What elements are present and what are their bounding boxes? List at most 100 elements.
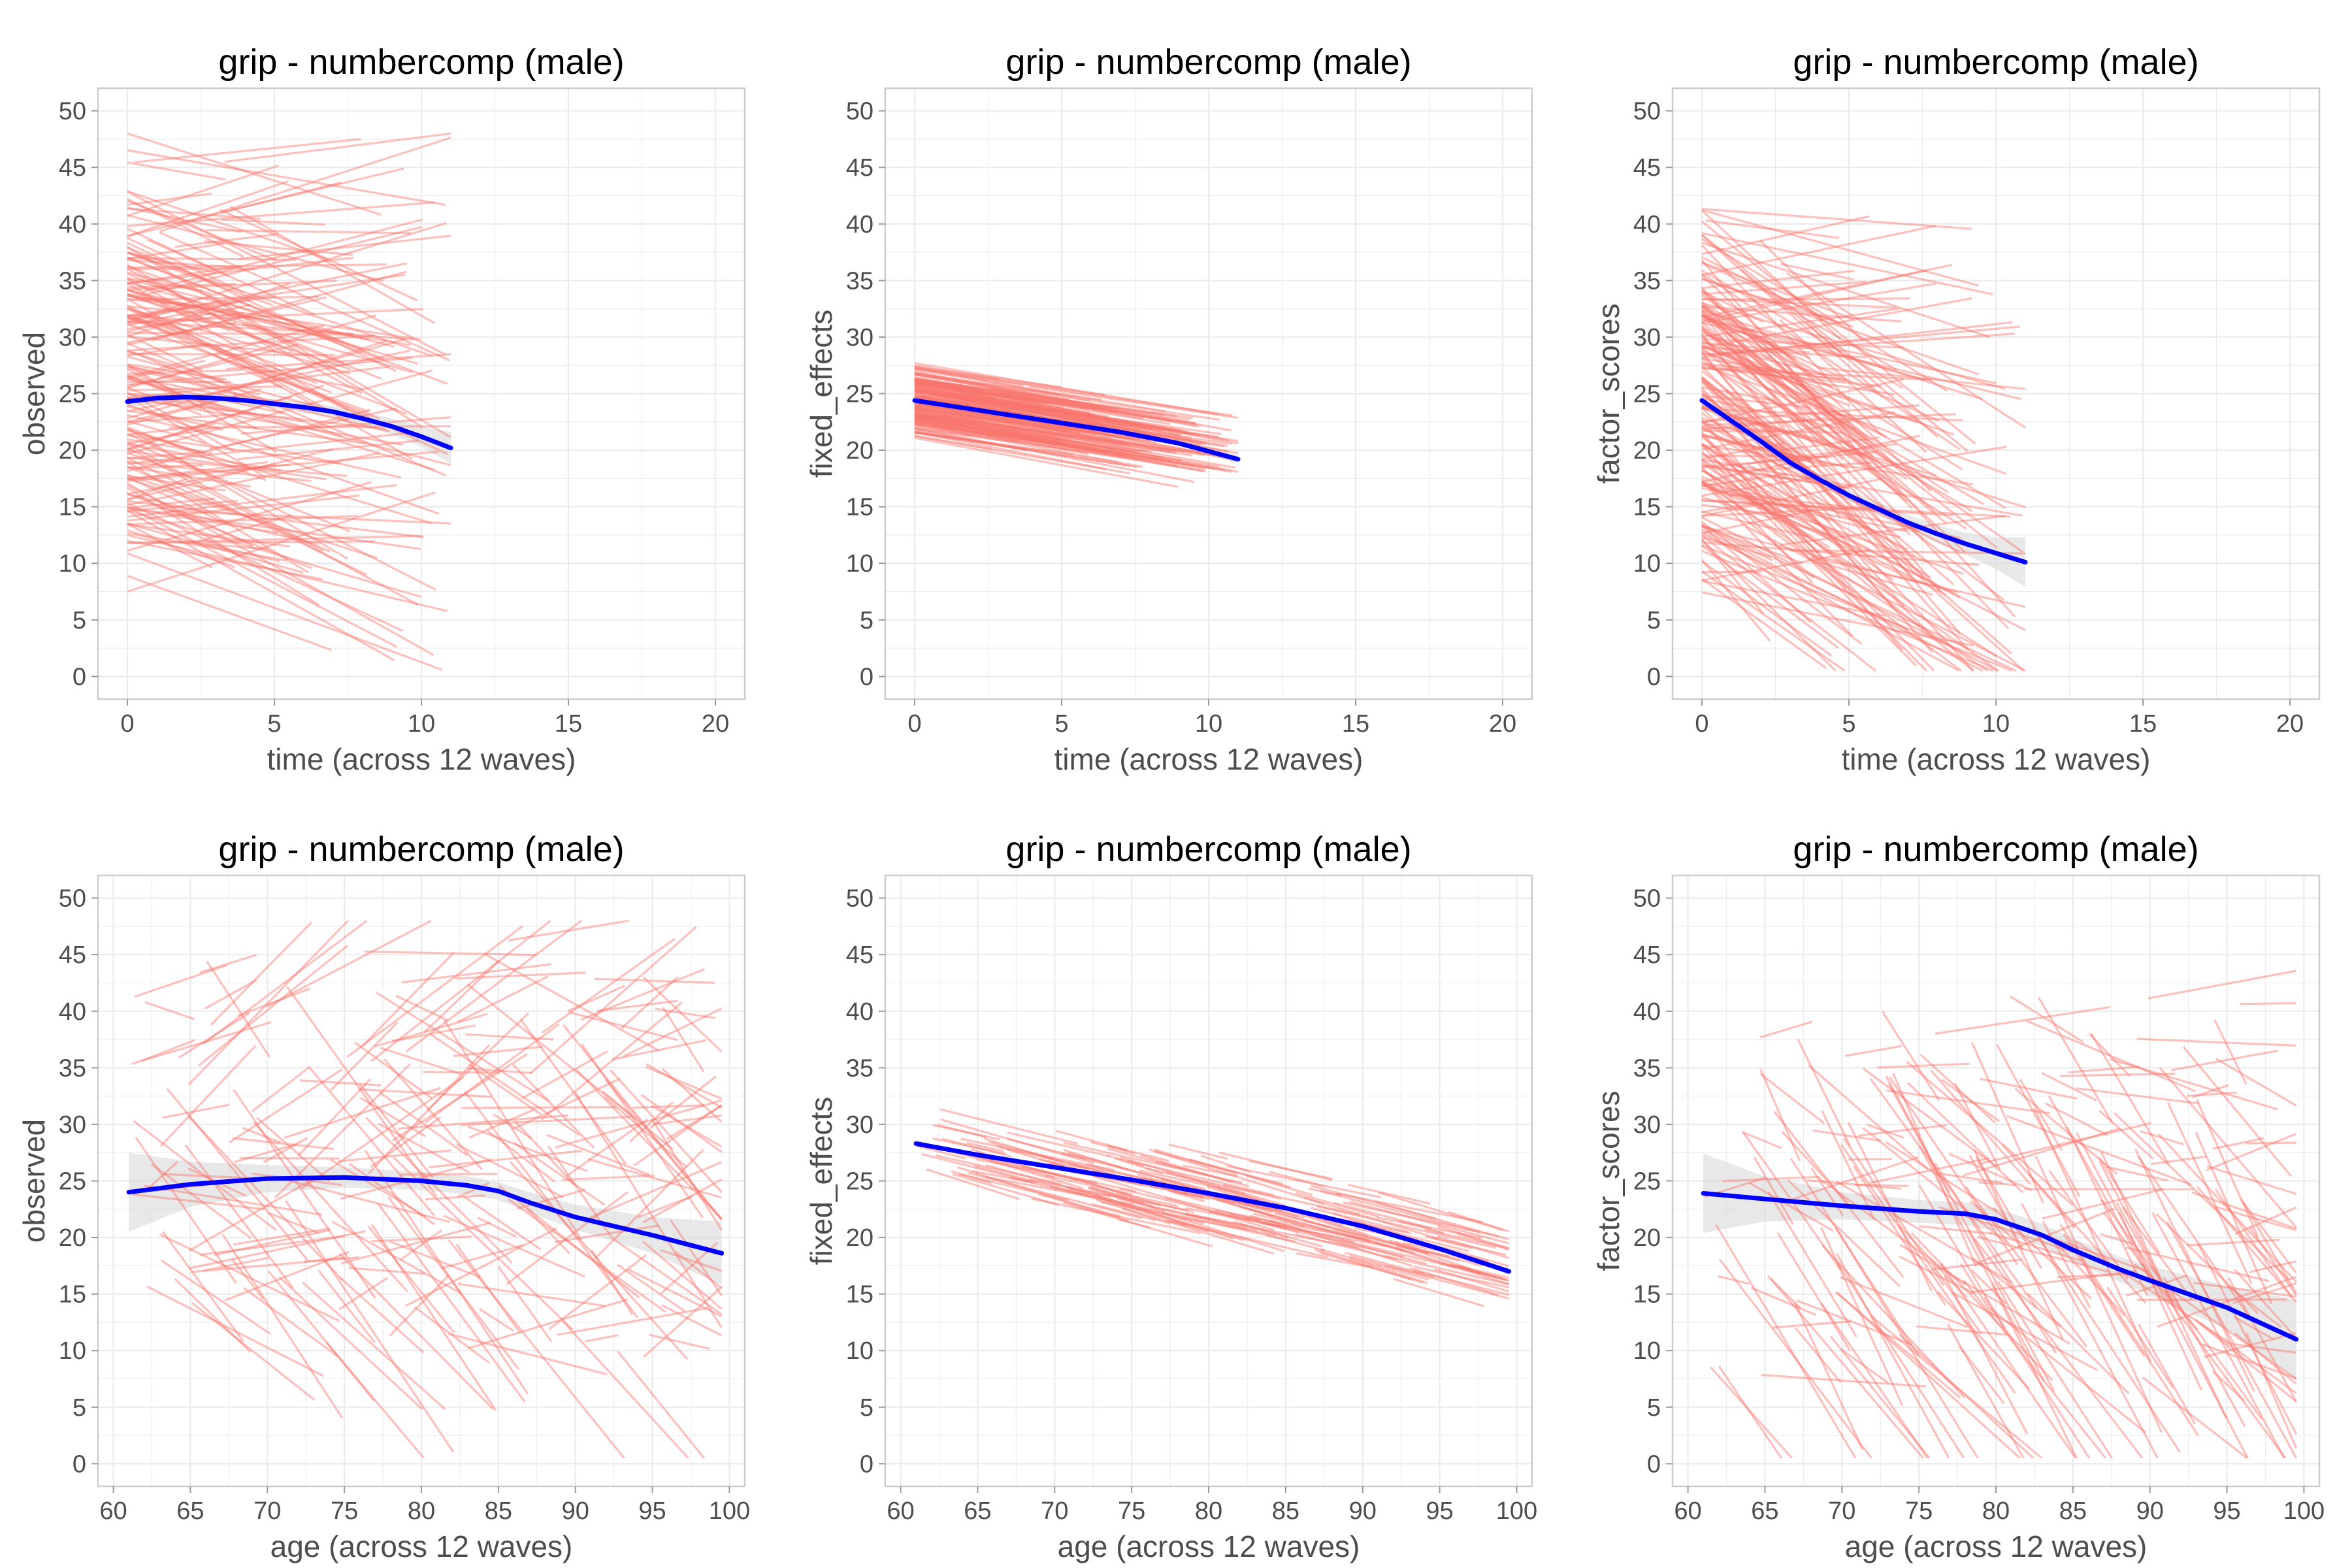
individual-trajectory-line	[127, 534, 423, 544]
individual-trajectory-line	[1145, 1210, 1245, 1242]
x-tick-labels: 60 65 70 75 80 85 90 95 100	[887, 1486, 1537, 1525]
individual-trajectory-line	[1063, 1141, 1243, 1184]
individual-trajectory-line	[989, 391, 1102, 410]
individual-trajectory-line	[914, 409, 1152, 453]
individual-trajectory-line	[159, 137, 451, 233]
individual-trajectory-line	[2213, 1019, 2247, 1085]
individual-trajectory-line	[2037, 996, 2114, 1124]
individual-trajectory-line	[127, 295, 276, 318]
x-tick-label: 85	[485, 1497, 512, 1525]
individual-trajectory-line	[914, 414, 1220, 468]
individual-trajectory-line	[169, 425, 451, 429]
individual-trajectory-line	[127, 482, 434, 656]
individual-trajectory-line	[2032, 1228, 2181, 1453]
individual-trajectory-line	[1918, 1184, 2006, 1330]
individual-trajectory-line	[1701, 325, 1908, 502]
individual-trajectory-line	[365, 950, 536, 956]
individual-trajectory-line	[1701, 346, 1955, 436]
individual-trajectory-line	[1260, 1222, 1405, 1258]
individual-trajectory-line	[662, 1007, 705, 1072]
individual-trajectory-line	[1304, 1196, 1439, 1240]
x-axis-title: time (across 12 waves)	[267, 742, 576, 776]
individual-trajectory-line	[914, 389, 1096, 416]
individual-trajectory-line	[617, 1350, 705, 1459]
individual-trajectory-line	[914, 412, 1124, 445]
individual-trajectory-line	[127, 532, 288, 562]
individual-trajectory-line	[1701, 346, 1867, 359]
individual-trajectory-line	[134, 138, 361, 163]
individual-trajectory-line	[1870, 1315, 2043, 1459]
individual-trajectory-line	[1701, 499, 2011, 518]
x-tick-label: 15	[1342, 710, 1369, 738]
individual-trajectory-line	[127, 191, 447, 356]
individual-trajectory-line	[1881, 1011, 1940, 1102]
individual-trajectory-line	[127, 438, 213, 455]
individual-trajectory-line	[371, 1235, 472, 1243]
individual-trajectory-line	[2214, 1188, 2293, 1298]
individual-trajectory-line	[1333, 1228, 1481, 1275]
individual-trajectory-line	[204, 979, 257, 1010]
individual-trajectory-line	[1701, 345, 1851, 407]
individual-trajectory-line	[127, 289, 294, 353]
individual-trajectory-line	[1701, 379, 2012, 655]
individual-trajectory-line	[1441, 1262, 1510, 1286]
individual-trajectory-line	[1288, 1209, 1368, 1237]
individual-trajectory-line	[1793, 1301, 1864, 1450]
individual-trajectory-line	[127, 276, 203, 292]
individual-trajectory-line	[127, 314, 414, 341]
individual-trajectory-line	[2074, 1240, 2232, 1345]
individual-trajectory-line	[602, 1090, 674, 1151]
individual-trajectory-line	[627, 1268, 723, 1318]
individual-trajectory-line	[2197, 1243, 2298, 1435]
individual-trajectory-line	[521, 1050, 608, 1100]
individual-trajectory-line	[669, 1219, 723, 1297]
individual-trajectory-line	[127, 391, 235, 453]
individual-trajectory-line	[956, 424, 1215, 470]
individual-trajectory-line	[914, 412, 1233, 459]
individual-trajectory-line	[339, 1277, 425, 1354]
individual-trajectory-line	[2059, 1072, 2176, 1077]
individual-trajectory-line	[127, 540, 375, 544]
individual-trajectory-line	[263, 1137, 308, 1164]
individual-trajectory-line	[134, 964, 227, 998]
individual-trajectory-line	[2227, 1277, 2298, 1403]
y-tick-label: 15	[846, 494, 874, 521]
individual-trajectory-line	[214, 297, 451, 438]
individual-trajectory-line	[465, 1033, 554, 1041]
individual-trajectory-line	[1065, 1186, 1111, 1198]
individual-trajectory-line	[1448, 1211, 1510, 1233]
y-tick-label: 10	[59, 1337, 86, 1365]
individual-trajectory-line	[1164, 1196, 1260, 1222]
individual-trajectory-line	[1009, 1176, 1148, 1213]
individual-trajectory-line	[1701, 305, 1902, 323]
individual-trajectory-line	[562, 1174, 655, 1181]
individual-trajectory-line	[914, 384, 1200, 437]
individual-trajectory-line	[378, 1122, 470, 1174]
individual-trajectory-line	[2249, 1260, 2296, 1273]
individual-trajectory-line	[612, 1039, 706, 1061]
trend-line-path	[1699, 398, 2028, 564]
individual-trajectory-line	[562, 1320, 689, 1459]
individual-trajectory-line	[914, 381, 1196, 425]
individual-trajectory-line	[2205, 1132, 2297, 1171]
individual-trajectory-line	[1149, 1148, 1324, 1205]
individual-trajectory-line	[1701, 287, 1897, 466]
individual-trajectory-line	[127, 461, 268, 481]
individual-trajectory-line	[1115, 1157, 1164, 1175]
individual-trajectory-line	[2057, 1272, 2136, 1279]
individual-trajectory-line	[1919, 1225, 1993, 1235]
individual-trajectory-line	[1701, 454, 1831, 459]
chart-panel-time-factor-scores: 0 5 10 15 20 0 5 10 15 20 25 30 35 40 45 50 grip - num…	[1592, 42, 2321, 776]
individual-trajectory-line	[660, 1249, 723, 1272]
individual-trajectory-line	[1701, 314, 1807, 373]
individual-trajectory-line	[127, 365, 261, 395]
individual-trajectory-line	[166, 1088, 308, 1261]
individual-trajectory-line	[2001, 1143, 2147, 1304]
individual-trajectory-line	[1919, 1053, 1996, 1124]
individual-trajectory-line	[1319, 1190, 1480, 1233]
individual-trajectory-line	[1209, 1210, 1281, 1228]
individual-trajectory-line	[1701, 533, 1908, 631]
individual-trajectory-line	[914, 400, 1113, 439]
individual-trajectory-line	[1311, 1184, 1437, 1220]
individual-trajectory-line	[127, 510, 395, 661]
